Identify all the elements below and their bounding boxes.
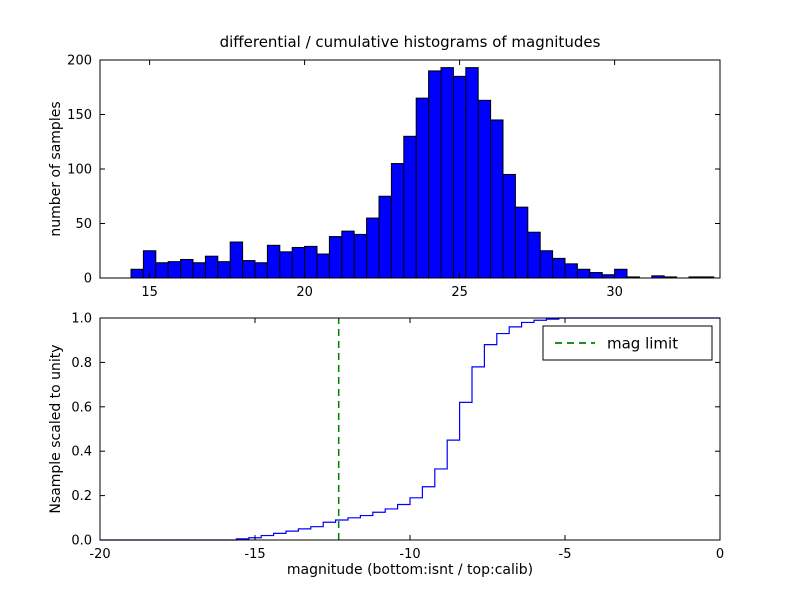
histogram-bar — [155, 262, 169, 279]
histogram-bar — [341, 230, 355, 279]
y-tick-label: 50 — [75, 217, 92, 232]
y-tick-label: 0.2 — [71, 489, 92, 504]
x-tick-label: -5 — [559, 547, 572, 562]
x-tick-label: 0 — [716, 547, 724, 562]
histogram-bar — [614, 268, 628, 279]
x-tick-label: 25 — [451, 285, 468, 300]
cumulative-line — [100, 317, 720, 541]
x-tick-label: 20 — [296, 285, 313, 300]
histogram-bar — [415, 97, 430, 279]
histogram-bar — [279, 251, 293, 279]
histogram-bar — [477, 99, 492, 279]
y-tick-label: 0 — [84, 272, 92, 287]
histogram-bar — [490, 119, 504, 279]
histogram-bar — [502, 173, 516, 279]
histogram-bar — [291, 246, 306, 279]
histogram-bar — [527, 231, 541, 279]
x-tick-label: 30 — [606, 285, 623, 300]
y-tick-label: 0.8 — [71, 356, 92, 371]
histogram-bar — [254, 262, 268, 279]
histogram-bar — [266, 244, 281, 279]
histogram-bar — [229, 241, 244, 279]
histogram-bar — [440, 67, 454, 279]
histogram-bar — [242, 260, 256, 279]
histogram-bar — [514, 206, 529, 279]
histogram-bar — [378, 195, 392, 279]
x-tick-label: 15 — [141, 285, 158, 300]
histogram-bar — [428, 70, 442, 279]
y-axis-label-bottom: Nsample scaled to unity — [48, 344, 64, 514]
y-tick-label: 0.4 — [71, 445, 92, 460]
y-tick-label: 0.6 — [71, 400, 92, 415]
y-tick-label: 1.0 — [71, 312, 92, 327]
histogram-bar — [328, 236, 343, 279]
y-tick-label: 0.0 — [71, 534, 92, 549]
histogram-bar — [539, 250, 554, 279]
x-tick-label: -15 — [244, 547, 265, 562]
histogram-bar — [452, 75, 467, 279]
histogram-bar — [366, 217, 380, 279]
histogram-bar — [390, 163, 405, 279]
histogram-bar — [304, 245, 318, 279]
x-tick-label: -10 — [399, 547, 420, 562]
histogram-bar — [204, 255, 219, 279]
histogram-bar — [576, 268, 591, 279]
y-axis-label-top: number of samples — [48, 101, 64, 237]
histogram-bar — [564, 263, 578, 279]
y-tick-label: 100 — [67, 163, 92, 178]
x-axis-label: magnitude (bottom:isnt / top:calib) — [286, 562, 534, 578]
cumulative-axes: -20 -15 -10 -5 0 0.0 0.2 0.4 0.6 0.8 1.0 mag limit — [71, 312, 724, 563]
histogram-bar — [130, 268, 144, 279]
y-tick-label: 200 — [67, 54, 92, 69]
histogram-bar — [403, 135, 417, 279]
chart-title: differential / cumulative histograms of … — [219, 33, 601, 51]
histogram-bar — [180, 258, 194, 279]
histogram-bar — [316, 253, 330, 279]
x-tick-label: -20 — [89, 547, 110, 562]
histogram-bar — [353, 233, 368, 279]
histogram-bar — [589, 272, 603, 279]
histogram-bar — [217, 261, 231, 279]
histogram-bar — [552, 257, 566, 279]
histogram-bar — [192, 262, 206, 279]
histogram-bar — [465, 67, 479, 279]
y-tick-label: 150 — [67, 108, 92, 123]
histogram-axes: 15 20 25 30 0 50 100 150 200 — [67, 54, 721, 300]
legend-label: mag limit — [607, 335, 678, 353]
histogram-bar — [167, 261, 182, 279]
